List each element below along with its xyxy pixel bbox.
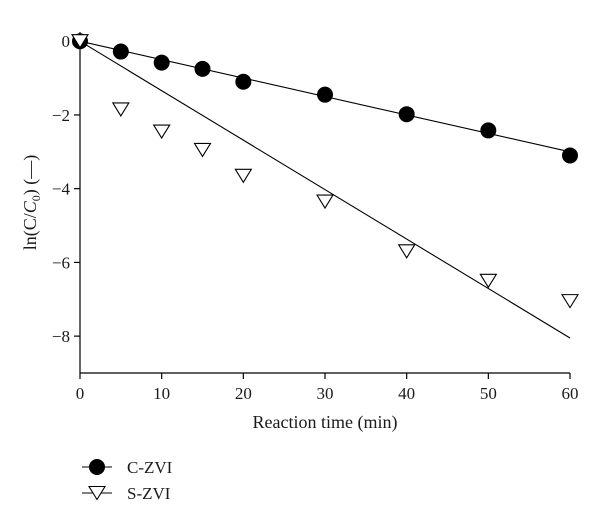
y-tick-label: −6 <box>52 253 70 272</box>
fit-lines <box>79 40 571 339</box>
legend-marker-c-zvi <box>89 459 105 475</box>
data-point-c-zvi <box>194 60 211 77</box>
axis-labels: Reaction time (min)ln(C/C0) (—) <box>20 155 397 433</box>
data-point-s-zvi <box>479 273 498 289</box>
x-tick-label: 0 <box>76 384 85 403</box>
y-tick-label: −8 <box>52 327 70 346</box>
x-tick-label: 20 <box>235 384 252 403</box>
data-point-s-zvi <box>234 168 253 184</box>
y-axis-title: ln(C/C0) (—) <box>20 155 43 251</box>
data-point-c-zvi <box>153 54 170 71</box>
x-axis-title: Reaction time (min) <box>253 412 398 433</box>
x-tick-label: 40 <box>398 384 415 403</box>
x-tick-label: 50 <box>480 384 497 403</box>
axes: 0 10 20 30 40 50 60 0 −2 −4 −6 −8 <box>52 32 579 403</box>
fit-line-s-zvi <box>79 40 571 339</box>
data-point-s-zvi <box>71 34 89 49</box>
legend-label-c-zvi: C-ZVI <box>127 458 173 477</box>
data-point-s-zvi <box>316 194 334 210</box>
data-point-c-zvi <box>235 73 252 90</box>
y-axis-title-suffix: ) (—) <box>20 155 41 195</box>
x-tick-label: 10 <box>153 384 170 403</box>
legend-label-s-zvi: S-ZVI <box>127 484 171 503</box>
data-point-s-zvi <box>561 294 579 309</box>
legend-marker-s-zvi <box>88 485 106 501</box>
y-tick-label: 0 <box>62 32 71 51</box>
data-point-s-zvi <box>397 244 416 259</box>
data-point-c-zvi <box>398 106 415 123</box>
y-tick-label: −2 <box>52 106 70 125</box>
y-axis-title-symbol: C <box>20 200 40 213</box>
data-point-c-zvi <box>562 147 578 164</box>
y-axis-title-subscript: 0 <box>29 195 43 201</box>
legend: C-ZVI S-ZVI <box>82 458 173 503</box>
x-tick-label: 30 <box>317 384 334 403</box>
y-axis-title-prefix: ln(C/ <box>20 213 41 250</box>
y-tick-label: −4 <box>52 180 71 199</box>
data-point-s-zvi <box>111 102 130 117</box>
data-point-c-zvi <box>317 86 333 103</box>
data-point-s-zvi <box>152 124 171 140</box>
data-point-c-zvi <box>480 122 497 139</box>
data-point-s-zvi <box>193 142 212 158</box>
data-markers <box>71 33 579 309</box>
data-point-c-zvi <box>112 43 129 60</box>
x-tick-label: 60 <box>562 384 579 403</box>
